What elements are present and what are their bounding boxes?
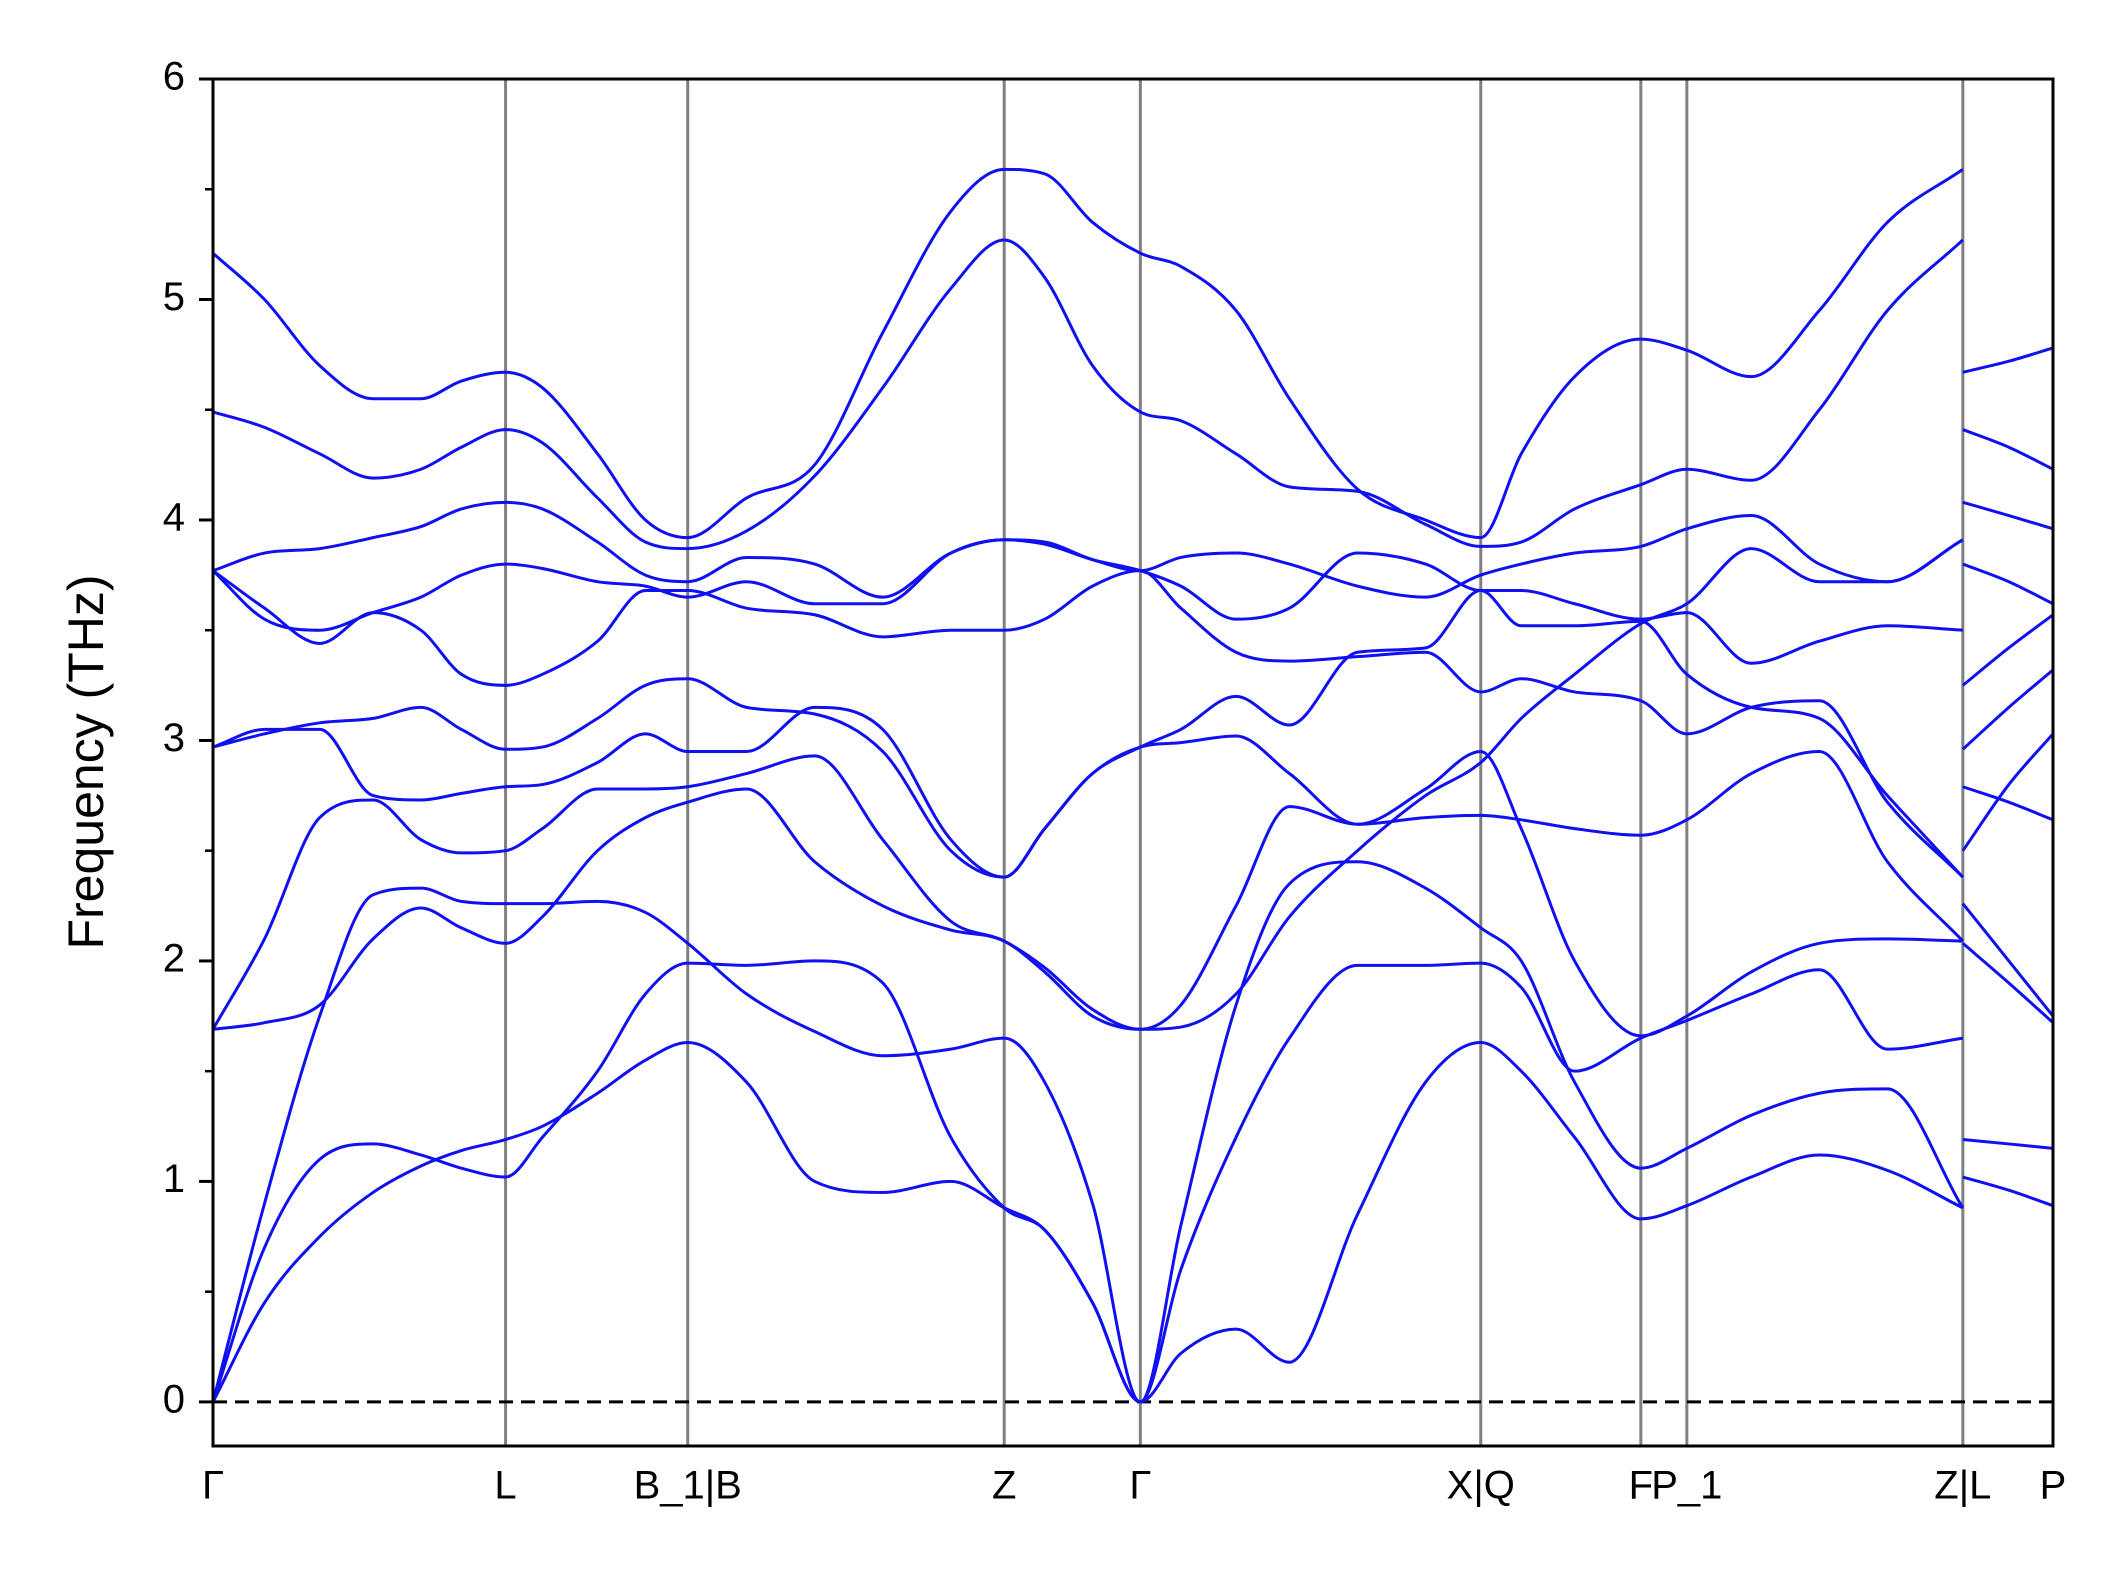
plot-frame [211, 77, 2055, 1448]
band-line [213, 749, 2053, 1031]
x-tick-label: Γ [202, 1464, 224, 1508]
band-line [213, 500, 2053, 599]
x-tick-label: X|Q [1447, 1464, 1515, 1508]
band-line [213, 569, 2053, 879]
x-tick-label: Γ [1129, 1464, 1151, 1508]
band-line [213, 860, 2053, 1404]
band-line [213, 589, 2053, 879]
x-tick-label: Z|L [1934, 1464, 1991, 1508]
y-tick-label: 1 [163, 1157, 185, 1201]
x-tick-label: P_1 [1651, 1464, 1722, 1508]
y-tick-label: 2 [163, 936, 185, 980]
band-line [213, 1041, 2053, 1404]
y-tick-label: 0 [163, 1377, 185, 1421]
x-tick-label: B_1|B [634, 1464, 742, 1508]
band-line [213, 238, 2053, 551]
band-line [213, 886, 2053, 1404]
x-tick-label: P [2040, 1464, 2067, 1508]
y-tick-label: 6 [163, 55, 185, 99]
band-line [213, 705, 2053, 1038]
y-tick-label: 4 [163, 496, 185, 540]
band-line [213, 538, 2053, 1031]
x-tick-label: Z [992, 1464, 1016, 1508]
y-tick-label: 5 [163, 275, 185, 319]
band-line [213, 167, 2053, 540]
band-line [213, 538, 2053, 665]
y-axis-label: Frequency (THz) [58, 574, 114, 949]
y-tick-label: 3 [163, 716, 185, 760]
x-tick-label: L [494, 1464, 516, 1508]
x-tick-label: F [1629, 1464, 1653, 1508]
